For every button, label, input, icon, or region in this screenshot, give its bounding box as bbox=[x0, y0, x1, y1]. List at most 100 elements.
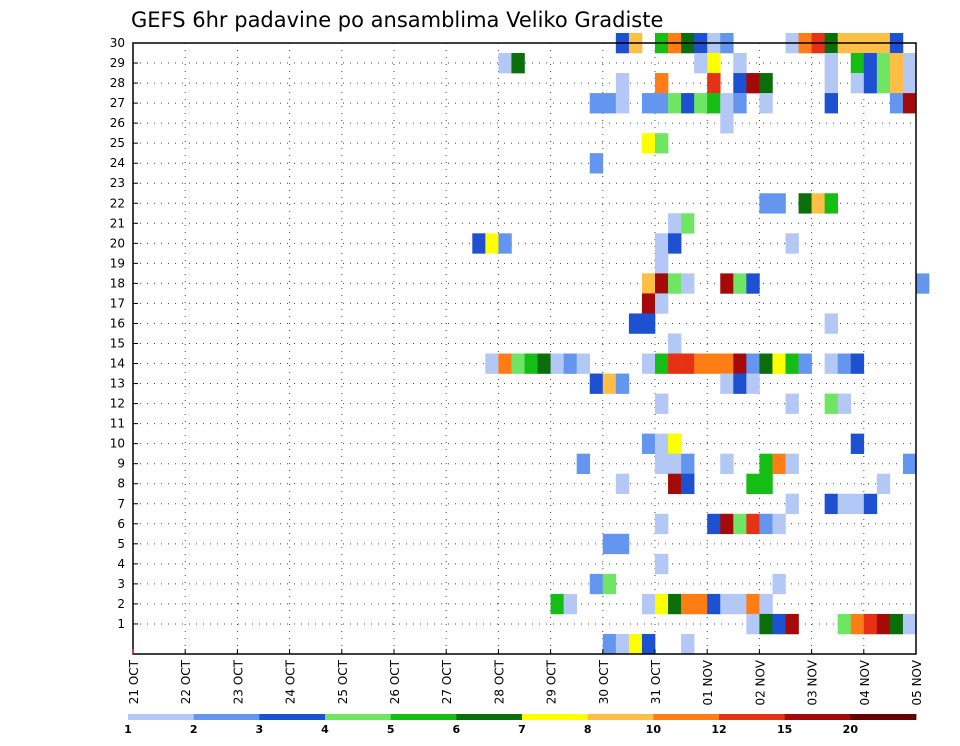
y-tick-label: 4 bbox=[117, 557, 125, 571]
y-tick-label: 11 bbox=[110, 417, 125, 431]
precip-cell bbox=[824, 353, 838, 374]
precip-cell bbox=[837, 613, 852, 635]
precip-cell bbox=[746, 73, 760, 94]
precip-cell bbox=[772, 453, 786, 475]
colorbar-label: 5 bbox=[387, 723, 395, 736]
precip-cell bbox=[785, 353, 799, 374]
precip-cell bbox=[824, 193, 838, 214]
precip-cell bbox=[902, 93, 917, 114]
precip-cell bbox=[655, 133, 669, 154]
y-tick-label: 20 bbox=[110, 236, 125, 250]
precip-cell bbox=[889, 613, 904, 635]
precip-cell bbox=[524, 353, 538, 374]
x-tick-label: 02 NOV bbox=[753, 659, 767, 705]
plot-frame bbox=[132, 42, 917, 655]
precip-cell bbox=[602, 93, 617, 114]
precip-cell bbox=[720, 353, 734, 374]
precip-cell bbox=[641, 93, 656, 114]
colorbar-swatch bbox=[259, 714, 326, 720]
precip-cell bbox=[889, 93, 904, 114]
precip-cell bbox=[733, 513, 747, 535]
precip-cell bbox=[655, 93, 669, 114]
precip-cell bbox=[694, 53, 708, 74]
colorbar-swatch bbox=[850, 714, 917, 720]
precip-cell bbox=[824, 93, 838, 114]
x-tick-label: 27 OCT bbox=[440, 659, 454, 704]
y-tick-label: 30 bbox=[110, 36, 125, 50]
precip-cell bbox=[720, 273, 734, 294]
x-tick-label: 24 OCT bbox=[284, 659, 298, 704]
precip-cell bbox=[746, 473, 760, 495]
precip-cell bbox=[681, 213, 695, 234]
precip-cell bbox=[576, 353, 591, 374]
x-tick-label: 03 NOV bbox=[806, 659, 820, 705]
precip-cell bbox=[681, 633, 695, 655]
precip-cell bbox=[641, 273, 656, 294]
precip-cell bbox=[668, 353, 682, 374]
precip-cell bbox=[615, 373, 630, 394]
colorbar-swatch bbox=[784, 714, 851, 720]
precip-cell bbox=[824, 73, 838, 94]
colorbar-label: 12 bbox=[711, 723, 726, 736]
precip-cell bbox=[863, 53, 878, 74]
x-tick-label: 23 OCT bbox=[231, 659, 245, 704]
precip-cell bbox=[681, 353, 695, 374]
precip-cell bbox=[850, 493, 865, 515]
colorbar: 1 2 3 4 5 6 7 8 10 12 15 20 bbox=[124, 714, 917, 736]
precip-cell bbox=[889, 73, 904, 94]
colorbar-label: 15 bbox=[777, 723, 792, 736]
precip-cell bbox=[602, 533, 617, 555]
precip-cell bbox=[720, 513, 734, 535]
precip-cell bbox=[641, 133, 656, 154]
precip-cell bbox=[837, 493, 852, 515]
precip-cell bbox=[655, 553, 669, 575]
y-tick-label: 16 bbox=[110, 316, 125, 330]
precip-cell bbox=[746, 353, 760, 374]
precip-cell bbox=[694, 93, 708, 114]
precip-cell bbox=[733, 373, 747, 394]
precip-cell bbox=[746, 593, 760, 615]
precip-cell bbox=[563, 593, 577, 615]
precip-cell bbox=[876, 53, 891, 74]
precip-cell bbox=[641, 633, 656, 655]
precip-cell bbox=[837, 393, 852, 414]
colorbar-swatch bbox=[719, 714, 786, 720]
x-tick-label: 25 OCT bbox=[336, 659, 350, 704]
precip-cell bbox=[759, 613, 773, 635]
precip-cell bbox=[707, 353, 721, 374]
precip-cell bbox=[511, 53, 525, 74]
precip-cell bbox=[641, 433, 656, 454]
precip-cell bbox=[615, 73, 630, 94]
y-tick-label: 21 bbox=[110, 216, 125, 230]
precip-cell bbox=[655, 233, 669, 254]
y-tick-label: 9 bbox=[117, 457, 125, 471]
precip-cell bbox=[707, 53, 721, 74]
precip-cell bbox=[811, 193, 825, 214]
colorbar-label: 1 bbox=[124, 723, 132, 736]
y-tick-label: 8 bbox=[117, 477, 125, 491]
precip-cell bbox=[668, 593, 682, 615]
precip-cell bbox=[720, 93, 734, 114]
precip-cell bbox=[655, 393, 669, 414]
precip-cell bbox=[668, 453, 682, 475]
x-tick-label: 05 NOV bbox=[910, 659, 924, 705]
precip-cell bbox=[902, 453, 917, 475]
y-tick-label: 14 bbox=[110, 357, 125, 371]
colorbar-label: 20 bbox=[843, 723, 859, 736]
x-tick-label: 26 OCT bbox=[388, 659, 402, 704]
x-tick-label: 04 NOV bbox=[858, 659, 872, 705]
precip-cell bbox=[916, 273, 930, 294]
precip-cell bbox=[655, 453, 669, 475]
grid-lines bbox=[133, 42, 916, 654]
x-tick-label: 28 OCT bbox=[492, 659, 506, 704]
chart-title: GEFS 6hr padavine po ansamblima Veliko G… bbox=[131, 8, 663, 32]
precip-cell bbox=[863, 493, 878, 515]
precip-cell bbox=[537, 353, 551, 374]
precip-cell bbox=[759, 473, 773, 495]
precip-cell bbox=[668, 273, 682, 294]
colorbar-label: 6 bbox=[453, 723, 461, 736]
precip-cell bbox=[798, 193, 812, 214]
precip-cell bbox=[628, 313, 643, 334]
x-tick-label: 21 OCT bbox=[127, 659, 141, 704]
